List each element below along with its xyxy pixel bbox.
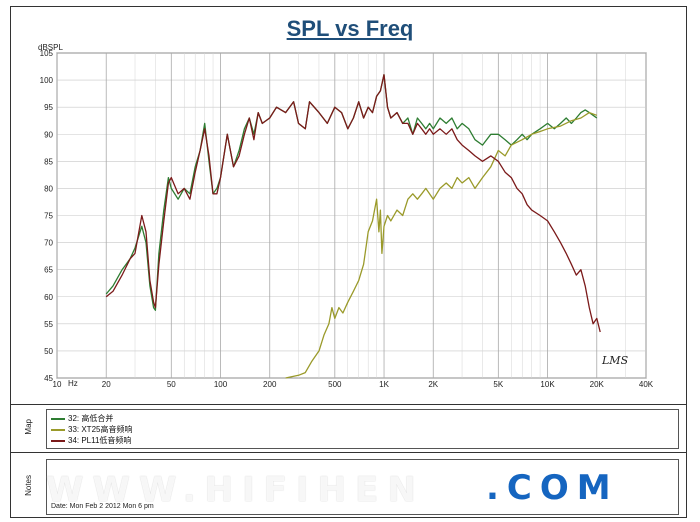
y-tick-label: 100 — [40, 76, 54, 85]
legend-item-3: 34: PL11低音频响 — [51, 435, 131, 446]
legend-label-3: 34: PL11低音频响 — [68, 436, 132, 445]
watermark-text: WWW.HIFIHEN — [46, 470, 425, 510]
watermark-logo: .COM — [486, 468, 619, 508]
x-tick-label: 40K — [639, 380, 654, 389]
x-tick-label: 10 — [53, 380, 62, 389]
map-panel: Map 32: 高低合并 33: XT25高音频响 34: PL11低音频响 — [10, 404, 687, 450]
notes-text: Date: Mon Feb 2 2012 Mon 6 pm — [51, 503, 154, 510]
series-line-3 — [105, 74, 601, 333]
watermark-logo-text: .COM — [486, 468, 619, 508]
series-line-2 — [285, 111, 598, 379]
legend-box: 32: 高低合并 33: XT25高音频响 34: PL11低音频响 — [46, 409, 679, 449]
y-tick-label: 105 — [40, 49, 54, 58]
legend-item-2: 33: XT25高音频响 — [51, 424, 132, 435]
y-tick-label: 75 — [44, 212, 53, 221]
x-ticks: 10 20 50 100 200 500 1K 2K 5K 10K 20K 40K — [53, 380, 654, 389]
lms-logo: LMS — [602, 354, 629, 367]
notes-label: Notes — [24, 475, 33, 496]
series-lines — [105, 74, 601, 379]
chart-title: SPL vs Freq — [286, 16, 414, 41]
legend-swatch-3 — [51, 439, 65, 442]
x-tick-label: 200 — [263, 380, 277, 389]
y-tick-label: 45 — [44, 374, 53, 383]
notes-box: Date: Mon Feb 2 2012 Mon 6 pm — [46, 459, 679, 515]
y-tick-label: 60 — [44, 293, 53, 302]
x-tick-label: 20K — [590, 380, 605, 389]
grid — [56, 52, 647, 379]
legend-label-2: 33: XT25高音频响 — [68, 425, 133, 434]
y-tick-label: 50 — [44, 347, 53, 356]
x-tick-label: 20 — [102, 380, 111, 389]
y-tick-label: 85 — [44, 157, 53, 166]
x-tick-label: 1K — [379, 380, 389, 389]
legend-label-1: 32: 高低合并 — [68, 414, 114, 423]
notes-panel: Notes Date: Mon Feb 2 2012 Mon 6 pm — [10, 452, 687, 518]
legend-swatch-2 — [51, 428, 65, 431]
x-tick-label: 50 — [167, 380, 176, 389]
legend-swatch-1 — [51, 417, 65, 420]
x-tick-label: 10K — [540, 380, 555, 389]
x-tick-label: 2K — [428, 380, 438, 389]
y-tick-label: 80 — [44, 184, 53, 193]
y-tick-label: 70 — [44, 239, 53, 248]
y-tick-label: 65 — [44, 266, 53, 275]
x-tick-label: 5K — [493, 380, 503, 389]
map-label: Map — [24, 419, 33, 435]
x-axis-label: Hz — [68, 379, 78, 388]
legend-item-1: 32: 高低合并 — [51, 413, 113, 424]
x-tick-label: 500 — [328, 380, 342, 389]
x-tick-label: 100 — [214, 380, 228, 389]
y-tick-label: 95 — [44, 103, 53, 112]
y-tick-label: 90 — [44, 130, 53, 139]
y-axis-label: dBSPL — [38, 43, 63, 52]
y-tick-label: 55 — [44, 320, 53, 329]
y-ticks: 45 50 55 60 65 70 75 80 85 90 95 100 105 — [40, 49, 54, 383]
